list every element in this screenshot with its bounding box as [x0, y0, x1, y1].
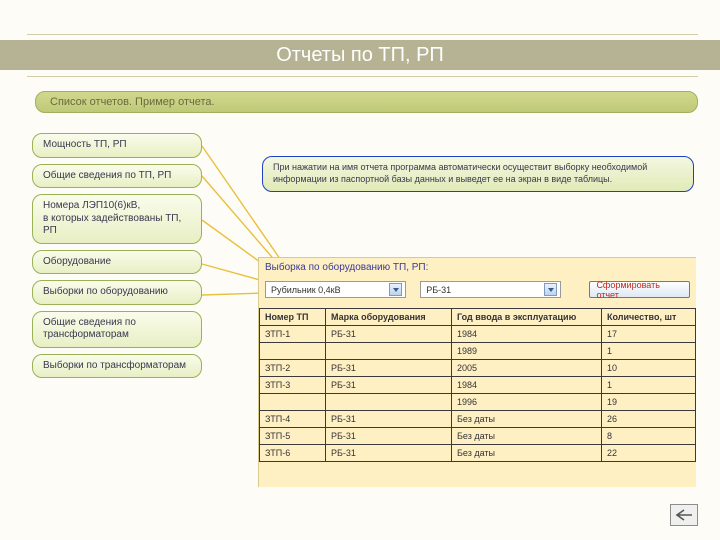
col-header: Номер ТП: [260, 309, 326, 326]
table-cell: 1989: [452, 343, 602, 360]
table-cell: [260, 343, 326, 360]
panel-title: Выборка по оборудованию ТП, РП:: [259, 258, 696, 279]
table-cell: 1984: [452, 377, 602, 394]
select-value: Рубильник 0,4кВ: [271, 285, 341, 295]
table-cell: ЗТП-5: [260, 428, 326, 445]
table-row: ЗТП-2РБ-31200510: [260, 360, 696, 377]
table-cell: РБ-31: [326, 411, 452, 428]
table-header-row: Номер ТП Марка оборудования Год ввода в …: [260, 309, 696, 326]
col-header: Марка оборудования: [326, 309, 452, 326]
table-row: ЗТП-6РБ-31Без даты22: [260, 445, 696, 462]
table-cell: Без даты: [452, 428, 602, 445]
table-cell: 22: [602, 445, 696, 462]
table-cell: ЗТП-4: [260, 411, 326, 428]
table-cell: 1: [602, 377, 696, 394]
table-cell: 19: [602, 394, 696, 411]
back-icon: [675, 509, 693, 521]
table-cell: 26: [602, 411, 696, 428]
generate-report-button[interactable]: Сформировать отчет: [589, 281, 690, 298]
table-cell: Без даты: [452, 411, 602, 428]
back-button[interactable]: [670, 504, 698, 526]
table-cell: 10: [602, 360, 696, 377]
table-cell: [326, 343, 452, 360]
equipment-type-select[interactable]: Рубильник 0,4кВ: [265, 281, 406, 298]
select-value: РБ-31: [426, 285, 451, 295]
table-cell: РБ-31: [326, 326, 452, 343]
table-cell: [326, 394, 452, 411]
table-cell: ЗТП-3: [260, 377, 326, 394]
table-cell: ЗТП-6: [260, 445, 326, 462]
table-cell: Без даты: [452, 445, 602, 462]
table-cell: [260, 394, 326, 411]
chevron-down-icon: [389, 283, 402, 296]
table-cell: 17: [602, 326, 696, 343]
table-cell: РБ-31: [326, 377, 452, 394]
table-row: ЗТП-1РБ-31198417: [260, 326, 696, 343]
table-cell: ЗТП-2: [260, 360, 326, 377]
table-row: 199619: [260, 394, 696, 411]
table-row: ЗТП-3РБ-3119841: [260, 377, 696, 394]
table-cell: 8: [602, 428, 696, 445]
table-row: ЗТП-5РБ-31Без даты8: [260, 428, 696, 445]
report-panel: Выборка по оборудованию ТП, РП: Рубильни…: [258, 257, 696, 487]
table-cell: РБ-31: [326, 360, 452, 377]
table-cell: ЗТП-1: [260, 326, 326, 343]
table-cell: РБ-31: [326, 445, 452, 462]
table-cell: 1: [602, 343, 696, 360]
table-row: 19891: [260, 343, 696, 360]
table-cell: РБ-31: [326, 428, 452, 445]
report-table: Номер ТП Марка оборудования Год ввода в …: [259, 308, 696, 462]
table-cell: 1996: [452, 394, 602, 411]
col-header: Количество, шт: [602, 309, 696, 326]
chevron-down-icon: [544, 283, 557, 296]
equipment-model-select[interactable]: РБ-31: [420, 281, 561, 298]
col-header: Год ввода в эксплуатацию: [452, 309, 602, 326]
table-cell: 2005: [452, 360, 602, 377]
table-row: ЗТП-4РБ-31Без даты26: [260, 411, 696, 428]
table-cell: 1984: [452, 326, 602, 343]
